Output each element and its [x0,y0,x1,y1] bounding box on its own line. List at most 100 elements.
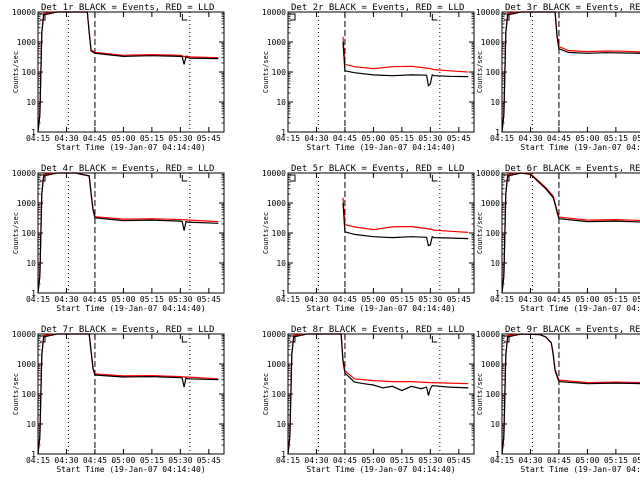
chart-title: Det 5r BLACK = Events, RED = LLD [291,164,464,174]
x-tick-label: 05:00 [361,456,385,465]
y-tick-label: 10 [490,98,500,107]
x-tick-label: 05:15 [604,295,628,304]
corner-bracket-mark [181,175,188,182]
lld-series-line [37,11,219,133]
x-tick-label: 04:15 [276,456,300,465]
y-axis-label: Counts/sec [262,212,270,254]
chart-panel-8: Det 8r BLACK = Events, RED = LLD 1 10 100 10… [262,325,475,474]
y-tick-label: 10 [26,259,36,268]
x-tick-label: 05:00 [575,134,599,143]
x-tick-label: 05:45 [197,295,221,304]
y-tick-label: 10000 [262,330,286,339]
y-tick-label: 1 [31,289,36,298]
lld-series-line [287,333,469,455]
y-tick-label: 100 [486,390,501,399]
y-tick-label: 10 [276,98,286,107]
x-tick-label: 05:00 [111,295,135,304]
y-tick-label: 1 [281,450,286,459]
events-series-line [501,11,640,133]
x-tick-label: 04:15 [26,456,50,465]
y-tick-label: 1000 [481,360,500,369]
chart-panel-7: Det 7r BLACK = Events, RED = LLD 1 10 100 10… [12,325,225,474]
x-tick-label: 04:30 [518,456,542,465]
lld-series-line [501,11,640,133]
plot-frame [501,11,640,133]
y-tick-label: 100 [22,390,37,399]
y-tick-label: 1000 [481,38,500,47]
y-tick-label: 1000 [267,38,286,47]
plot-frame [501,333,640,455]
chart-panel-6: Det 6r BLACK = Events, RED = LLD 1 10 100 10… [476,164,640,313]
x-tick-label: 05:30 [632,456,640,465]
x-axis-label: Start Time (19-Jan-07 04:14:40) [306,143,455,152]
y-tick-label: 1 [281,128,286,137]
y-tick-label: 10000 [262,169,286,178]
x-tick-label: 05:30 [168,295,192,304]
y-axis-label: Counts/sec [12,212,20,254]
plot-frame [37,333,225,455]
x-tick-label: 04:30 [304,134,328,143]
corner-bracket-mark [431,14,438,21]
y-axis-label: Counts/sec [262,373,270,415]
x-tick-label: 04:45 [83,295,107,304]
y-tick-label: 10 [276,259,286,268]
events-series-line [37,11,219,133]
plot-frame [287,11,475,133]
chart-title: Det 8r BLACK = Events, RED = LLD [291,325,464,335]
y-tick-label: 10000 [12,330,36,339]
y-tick-label: 10000 [476,330,500,339]
y-tick-label: 10000 [12,8,36,17]
x-tick-label: 05:15 [140,134,164,143]
chart-title: Det 4r BLACK = Events, RED = LLD [41,164,214,174]
x-tick-label: 05:00 [111,456,135,465]
y-tick-label: 10 [490,420,500,429]
x-tick-label: 05:00 [361,134,385,143]
x-tick-label: 04:45 [83,134,107,143]
y-tick-label: 100 [22,68,37,77]
x-tick-label: 05:45 [197,456,221,465]
y-axis-label: Counts/sec [12,373,20,415]
y-tick-label: 1000 [481,199,500,208]
events-series-line [37,333,219,455]
plot-frame [501,172,640,294]
x-tick-label: 04:15 [276,134,300,143]
x-tick-label: 05:00 [575,295,599,304]
x-tick-label: 05:45 [447,134,471,143]
x-tick-label: 04:15 [26,134,50,143]
y-tick-label: 1 [31,450,36,459]
y-tick-label: 10 [276,420,286,429]
x-axis-label: Start Time (19-Jan-07 04:14:40) [520,465,640,474]
x-tick-label: 04:45 [83,456,107,465]
y-tick-label: 100 [272,390,287,399]
lld-series-line [37,333,219,455]
x-tick-label: 05:15 [604,134,628,143]
y-tick-label: 1000 [17,38,36,47]
chart-title: Det 1r BLACK = Events, RED = LLD [41,3,214,13]
y-tick-label: 1 [495,128,500,137]
y-tick-label: 1000 [17,199,36,208]
x-tick-label: 05:30 [418,456,442,465]
x-tick-label: 05:45 [197,134,221,143]
plot-frame [287,333,475,455]
x-axis-label: Start Time (19-Jan-07 04:14:40) [306,304,455,313]
x-tick-label: 04:30 [54,295,78,304]
x-axis-label: Start Time (19-Jan-07 04:14:40) [56,465,205,474]
plot-frame [37,11,225,133]
x-axis-label: Start Time (19-Jan-07 04:14:40) [56,143,205,152]
y-tick-label: 100 [486,229,501,238]
y-axis-label: Counts/sec [476,51,484,93]
x-tick-label: 04:45 [547,134,571,143]
chart-panel-5: Det 5r BLACK = Events, RED = LLD 1 10 100 10… [262,164,475,313]
y-tick-label: 10000 [476,169,500,178]
x-tick-label: 04:30 [518,295,542,304]
y-axis-label: Counts/sec [262,51,270,93]
y-tick-label: 10000 [12,169,36,178]
x-tick-label: 04:30 [518,134,542,143]
x-tick-label: 05:30 [632,295,640,304]
chart-panel-2: Det 2r BLACK = Events, RED = LLD 1 10 100 10… [262,3,475,152]
x-tick-label: 04:15 [490,295,514,304]
x-tick-label: 04:45 [547,456,571,465]
x-tick-label: 04:30 [54,456,78,465]
x-tick-label: 05:45 [447,295,471,304]
